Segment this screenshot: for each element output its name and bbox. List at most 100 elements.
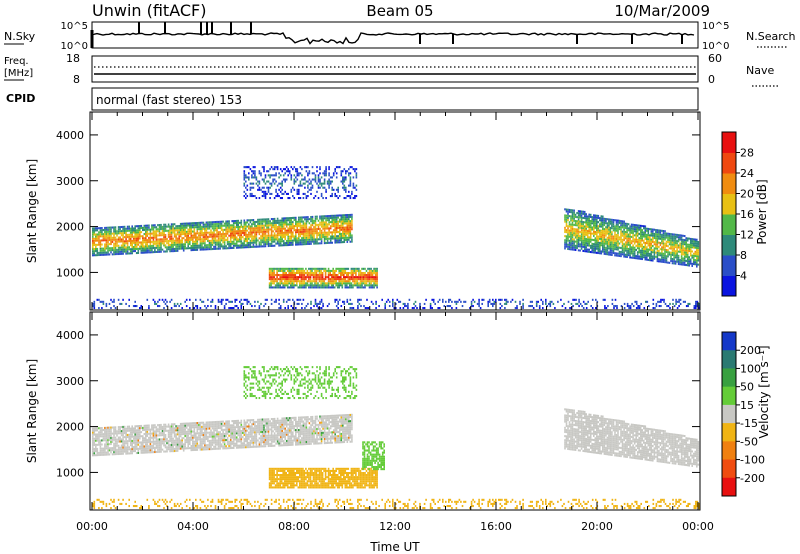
power-cell: [564, 245, 566, 248]
power-cell: [311, 240, 314, 243]
power-cell: [301, 302, 303, 305]
power-cell: [271, 282, 274, 285]
power-cell: [331, 176, 333, 179]
power-cell: [689, 250, 692, 253]
power-cell: [376, 284, 378, 287]
power-cell: [319, 300, 321, 303]
power-cell: [252, 172, 255, 175]
power-cell: [304, 176, 306, 179]
power-cell: [313, 219, 315, 222]
power-cell: [167, 235, 170, 238]
power-cell: [328, 172, 330, 175]
power-cell: [199, 248, 202, 251]
power-cell: [322, 219, 324, 222]
power-cell: [599, 250, 601, 253]
power-cell: [604, 307, 606, 310]
power-cell: [395, 307, 397, 310]
power-cell: [111, 238, 114, 241]
power-cell: [226, 247, 229, 250]
power-cell: [135, 243, 138, 246]
power-cell: [612, 225, 615, 228]
power-cell: [231, 236, 233, 239]
power-cell: [659, 231, 662, 234]
power-cell: [585, 240, 587, 243]
power-cell: [131, 252, 133, 255]
power-cell: [239, 234, 241, 237]
power-cell: [326, 239, 329, 242]
power-cell: [245, 229, 247, 232]
power-cell: [308, 240, 311, 243]
power-cell: [324, 267, 327, 270]
power-cell: [126, 242, 129, 245]
power-cell: [335, 229, 338, 232]
power-cell: [178, 241, 180, 244]
power-cell: [344, 284, 347, 287]
power-cell: [310, 216, 312, 219]
power-cell: [348, 226, 350, 229]
power-cell: [254, 223, 256, 226]
power-cell: [567, 235, 569, 238]
power-cell: [658, 235, 660, 238]
power-cell: [229, 300, 232, 303]
power-cell: [343, 216, 346, 219]
power-cell: [648, 305, 650, 308]
power-cell: [179, 245, 182, 248]
power-cell: [316, 230, 318, 233]
power-cell: [302, 197, 305, 200]
power-cell: [355, 184, 358, 187]
power-cell: [335, 188, 338, 191]
power-cell: [365, 278, 368, 281]
power-cell: [307, 242, 309, 245]
power-cell: [277, 278, 280, 281]
power-cell: [239, 244, 241, 247]
power-cell: [170, 244, 173, 247]
power-cell: [305, 243, 308, 246]
power-cell: [316, 190, 318, 193]
power-cell: [370, 274, 372, 277]
power-cell: [342, 178, 344, 181]
power-cell: [235, 298, 238, 301]
power-cell: [187, 247, 189, 250]
power-cell: [367, 267, 369, 270]
power-cell: [605, 242, 607, 245]
power-cell: [638, 255, 640, 258]
power-cell: [280, 267, 283, 270]
power-cell: [606, 218, 609, 221]
power-cell: [255, 176, 258, 179]
power-cell: [323, 182, 326, 185]
power-cell: [285, 221, 288, 224]
power-cell: [504, 307, 506, 310]
power-cell: [164, 229, 167, 232]
power-cell: [307, 240, 309, 243]
power-cell: [167, 225, 170, 228]
power-cell: [689, 252, 692, 255]
power-cell: [226, 222, 229, 225]
power-cell: [142, 251, 144, 254]
power-cell: [98, 307, 100, 310]
power-cell: [618, 242, 621, 245]
power-cell: [310, 186, 312, 189]
power-cell: [237, 228, 239, 231]
power-cell: [207, 248, 209, 251]
power-cell: [664, 242, 666, 245]
power-cell: [167, 240, 170, 243]
power-cell: [288, 231, 291, 234]
power-cell: [589, 244, 592, 247]
power-cell: [344, 276, 347, 279]
power-cell: [251, 237, 253, 240]
power-cell: [172, 250, 174, 253]
power-cell: [620, 236, 622, 239]
power-cell: [269, 220, 271, 223]
power-cell: [603, 242, 606, 245]
power-cell: [243, 240, 246, 243]
power-cell: [323, 217, 326, 220]
power-cell: [123, 246, 126, 249]
power-cell: [338, 218, 341, 221]
power-cell: [280, 278, 283, 281]
power-cell: [309, 276, 312, 279]
power-cell: [696, 302, 699, 305]
power-cell: [185, 230, 188, 233]
power-cell: [128, 235, 130, 238]
power-cell: [355, 188, 358, 191]
power-cell: [217, 237, 220, 240]
